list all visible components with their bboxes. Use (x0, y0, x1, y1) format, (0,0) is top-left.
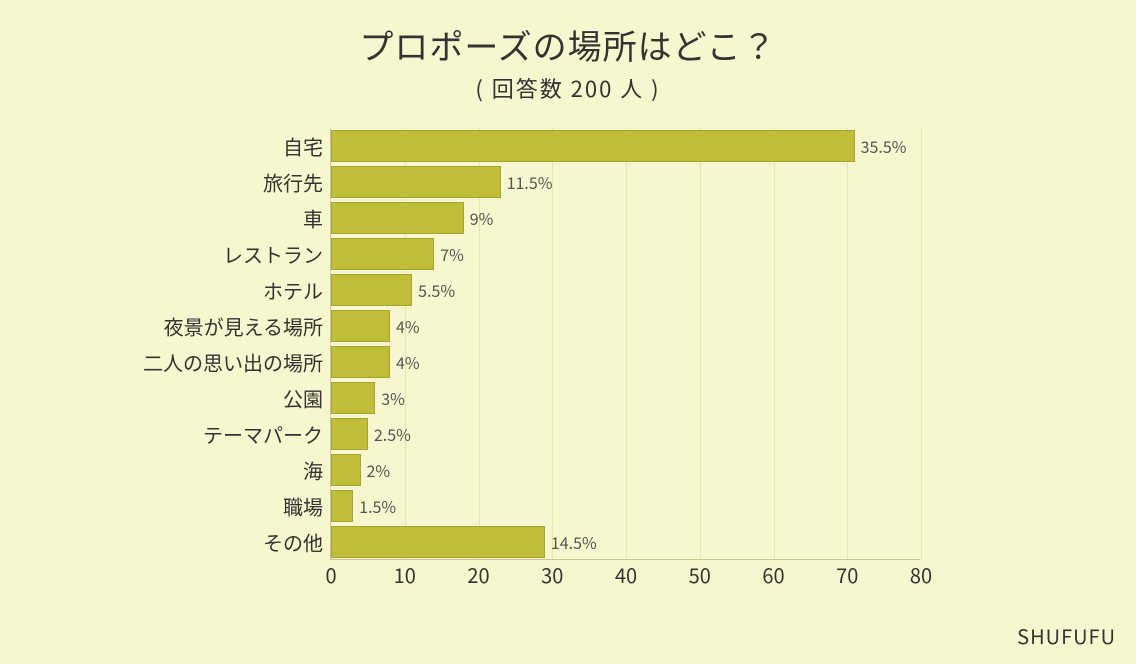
category-label: 旅行先 (263, 168, 331, 197)
bar-row: レストラン7% (331, 236, 920, 272)
x-tick-label: 80 (910, 560, 932, 589)
bar-row: 職場1.5% (331, 488, 920, 524)
bar-row: 二人の思い出の場所4% (331, 344, 920, 380)
bar (331, 274, 412, 306)
value-label: 35.5% (861, 134, 907, 158)
bar (331, 202, 464, 234)
value-label: 4% (396, 314, 420, 338)
bar-row: テーマパーク2.5% (331, 416, 920, 452)
bar (331, 310, 390, 342)
bar-row: 旅行先11.5% (331, 164, 920, 200)
bar-row: 自宅35.5% (331, 128, 920, 164)
bar (331, 346, 390, 378)
category-label: その他 (263, 528, 331, 557)
chart-plot-area: 01020304050607080自宅35.5%旅行先11.5%車9%レストラン… (330, 128, 920, 560)
bar-row: 公園3% (331, 380, 920, 416)
x-tick-label: 0 (325, 560, 336, 589)
bar-row: ホテル5.5% (331, 272, 920, 308)
value-label: 9% (470, 206, 494, 230)
value-label: 14.5% (551, 530, 597, 554)
x-tick-label: 50 (689, 560, 711, 589)
value-label: 4% (396, 350, 420, 374)
grid-line (921, 128, 922, 559)
x-tick-label: 30 (541, 560, 563, 589)
category-label: テーマパーク (203, 420, 331, 449)
category-label: 海 (303, 456, 331, 485)
category-label: ホテル (263, 276, 331, 305)
x-tick-label: 20 (467, 560, 489, 589)
category-label: 二人の思い出の場所 (143, 348, 331, 377)
bar (331, 526, 545, 558)
category-label: レストラン (223, 240, 331, 269)
x-tick-label: 40 (615, 560, 637, 589)
category-label: 夜景が見える場所 (164, 312, 331, 341)
category-label: 公園 (283, 384, 331, 413)
bar (331, 130, 855, 162)
bar-row: 夜景が見える場所4% (331, 308, 920, 344)
bar-row: その他14.5% (331, 524, 920, 560)
brand-label: SHUFUFU (1017, 621, 1116, 650)
bar (331, 238, 434, 270)
x-tick-label: 60 (762, 560, 784, 589)
bar (331, 454, 361, 486)
value-label: 7% (440, 242, 464, 266)
value-label: 2% (367, 458, 391, 482)
bar (331, 382, 375, 414)
chart-canvas: プロポーズの場所はどこ？ ( 回答数 200 人 ) 0 10 20 30 40 50 60… (0, 0, 1136, 664)
bar (331, 166, 501, 198)
bar-row: 車9% (331, 200, 920, 236)
value-label: 1.5% (359, 494, 396, 518)
chart-subtitle: ( 回答数 200 人 ) (0, 72, 1136, 104)
category-label: 職場 (283, 492, 331, 521)
bar (331, 418, 368, 450)
category-label: 自宅 (283, 132, 331, 161)
bar (331, 490, 353, 522)
x-tick-label: 10 (394, 560, 416, 589)
x-tick-label: 70 (836, 560, 858, 589)
value-label: 3% (381, 386, 405, 410)
chart-title: プロポーズの場所はどこ？ (0, 20, 1136, 69)
value-label: 2.5% (374, 422, 411, 446)
value-label: 11.5% (507, 170, 553, 194)
bar-row: 海2% (331, 452, 920, 488)
value-label: 5.5% (418, 278, 455, 302)
category-label: 車 (303, 204, 331, 233)
